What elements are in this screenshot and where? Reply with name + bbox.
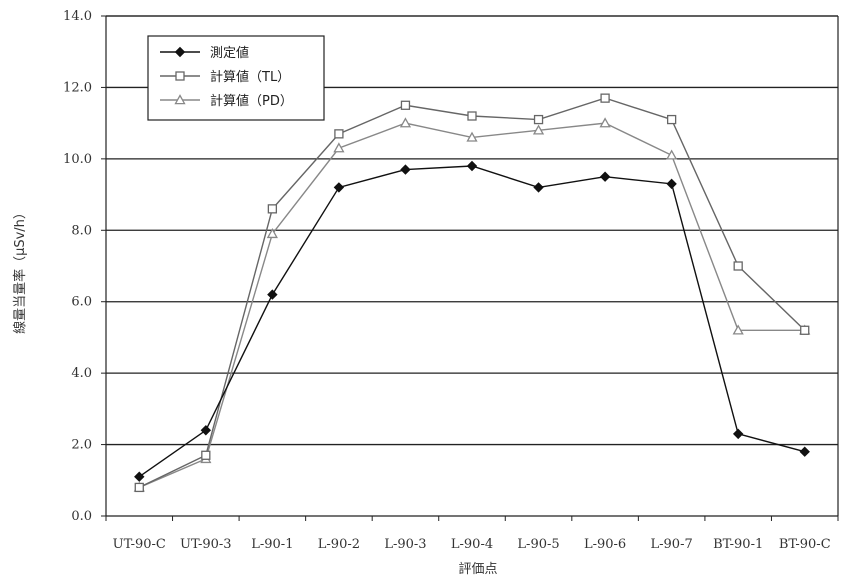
- data-point: [467, 111, 477, 121]
- data-point: [466, 160, 478, 172]
- x-tick-label: L-90-1: [251, 537, 293, 552]
- data-point: [333, 182, 345, 193]
- data-point: [466, 131, 478, 142]
- data-point: [201, 450, 211, 460]
- data-point: [200, 425, 212, 436]
- data-point: [800, 325, 810, 335]
- series-2: [134, 93, 810, 493]
- data-point: [532, 124, 545, 135]
- data-point: [599, 117, 611, 128]
- series-line: [138, 165, 805, 478]
- data-point: [533, 114, 544, 125]
- data-point: [399, 117, 412, 128]
- y-tick-label: 2.0: [71, 438, 92, 453]
- data-point: [400, 100, 411, 110]
- legend-marker: [175, 71, 185, 81]
- x-tick-labels: UT-90-C UT-90-3 L-90-1 L-90-2 L-90-3 L-90-4 L-…: [113, 537, 831, 552]
- data-point: [732, 324, 744, 335]
- data-point: [666, 178, 677, 190]
- legend-label: 計算値（TL）: [210, 69, 290, 85]
- data-point: [732, 428, 744, 440]
- y-tick-label: 0.0: [71, 509, 92, 524]
- legend-item: 測定値: [160, 45, 249, 61]
- x-tick-label: L-90-7: [651, 537, 693, 552]
- legend-label: 測定値: [210, 45, 249, 61]
- data-point: [267, 289, 278, 300]
- legend-item: 計算値（PD）: [160, 93, 293, 109]
- y-tick-label: 10.0: [63, 152, 92, 167]
- x-tick-label: BT-90-1: [713, 537, 763, 552]
- legend-marker: [174, 94, 186, 105]
- x-tick-label: L-90-5: [517, 537, 559, 552]
- data-point: [334, 129, 344, 139]
- data-point: [400, 164, 411, 175]
- series-line: [138, 122, 805, 489]
- legend-marker: [174, 46, 186, 58]
- data-point: [134, 471, 145, 482]
- y-tick-labels: 0.0 2.0 4.0 6.0 8.0 10.0 12.0 14.0: [63, 9, 92, 524]
- y-axis-title: 線量当量率（μSv/h）: [12, 206, 28, 334]
- data-point: [533, 182, 544, 193]
- data-point: [266, 228, 278, 239]
- x-tick-label: UT-90-3: [180, 537, 232, 552]
- data-point: [666, 114, 677, 125]
- data-point: [600, 93, 610, 103]
- y-tick-label: 6.0: [71, 295, 92, 310]
- data-point: [267, 204, 278, 214]
- data-point: [599, 171, 611, 182]
- data-point: [134, 482, 144, 493]
- data-point: [333, 142, 345, 153]
- series-line: [138, 97, 806, 489]
- x-tick-label: L-90-4: [451, 537, 493, 552]
- data-point: [733, 261, 743, 271]
- series-1: [134, 160, 810, 482]
- x-tick-label: L-90-2: [318, 537, 360, 552]
- series-group: [133, 93, 811, 493]
- y-tick-label: 8.0: [71, 223, 92, 238]
- legend-item: 計算値（TL）: [160, 69, 290, 85]
- legend-label: 計算値（PD）: [210, 93, 293, 109]
- x-tick-label: L-90-3: [384, 537, 426, 552]
- data-point: [666, 149, 678, 160]
- x-tick-label: BT-90-C: [779, 537, 831, 552]
- series-3: [133, 117, 811, 492]
- y-tick-label: 14.0: [63, 9, 92, 24]
- y-tick-label: 4.0: [71, 366, 92, 381]
- data-point: [799, 446, 810, 457]
- x-tick-label: UT-90-C: [113, 537, 166, 552]
- axes: [101, 15, 839, 521]
- x-tick-label: L-90-6: [584, 537, 626, 552]
- x-axis-title: 評価点: [458, 562, 497, 577]
- y-tick-label: 12.0: [63, 80, 92, 95]
